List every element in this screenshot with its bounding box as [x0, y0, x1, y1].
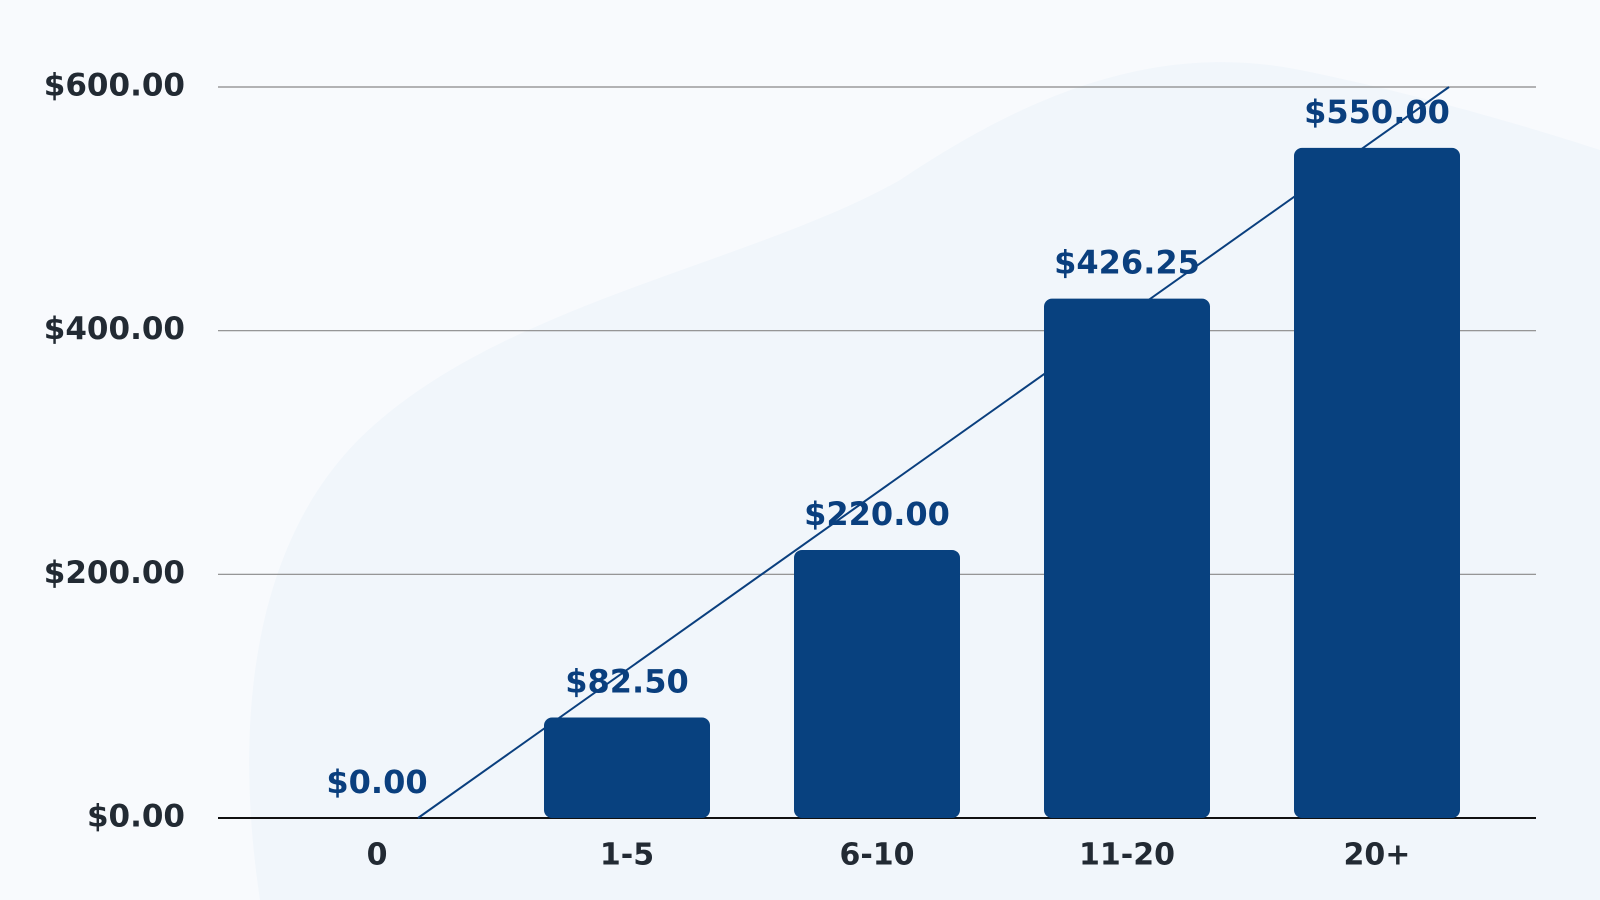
value-label: $0.00 — [326, 763, 427, 801]
x-tick-label: 20+ — [1344, 838, 1411, 873]
value-label: $426.25 — [1054, 244, 1200, 282]
x-tick-label: 0 — [367, 838, 388, 873]
x-tick-label: 1-5 — [600, 838, 654, 873]
bar — [1294, 147, 1460, 818]
background-blob — [249, 62, 1600, 900]
x-tick-label: 11-20 — [1079, 838, 1175, 873]
grid: $0.00 $200.00 $400.00 $600.00 — [44, 68, 1536, 835]
value-label: $82.50 — [565, 662, 688, 700]
value-label: $220.00 — [804, 495, 950, 533]
x-tick-label: 6-10 — [839, 838, 914, 873]
bar — [1044, 298, 1210, 818]
y-tick-label: $600.00 — [44, 68, 185, 104]
bar — [794, 549, 960, 818]
y-tick-label: $200.00 — [44, 555, 185, 591]
bar — [544, 717, 710, 818]
y-tick-label: $0.00 — [87, 799, 185, 835]
trend-line — [417, 86, 1450, 819]
plot: 0 $0.00 1-5 $82.50 6-10 $220.00 11-20 $426.25 20… — [326, 93, 1460, 873]
value-label: $550.00 — [1304, 93, 1450, 131]
y-tick-label: $400.00 — [44, 311, 185, 347]
